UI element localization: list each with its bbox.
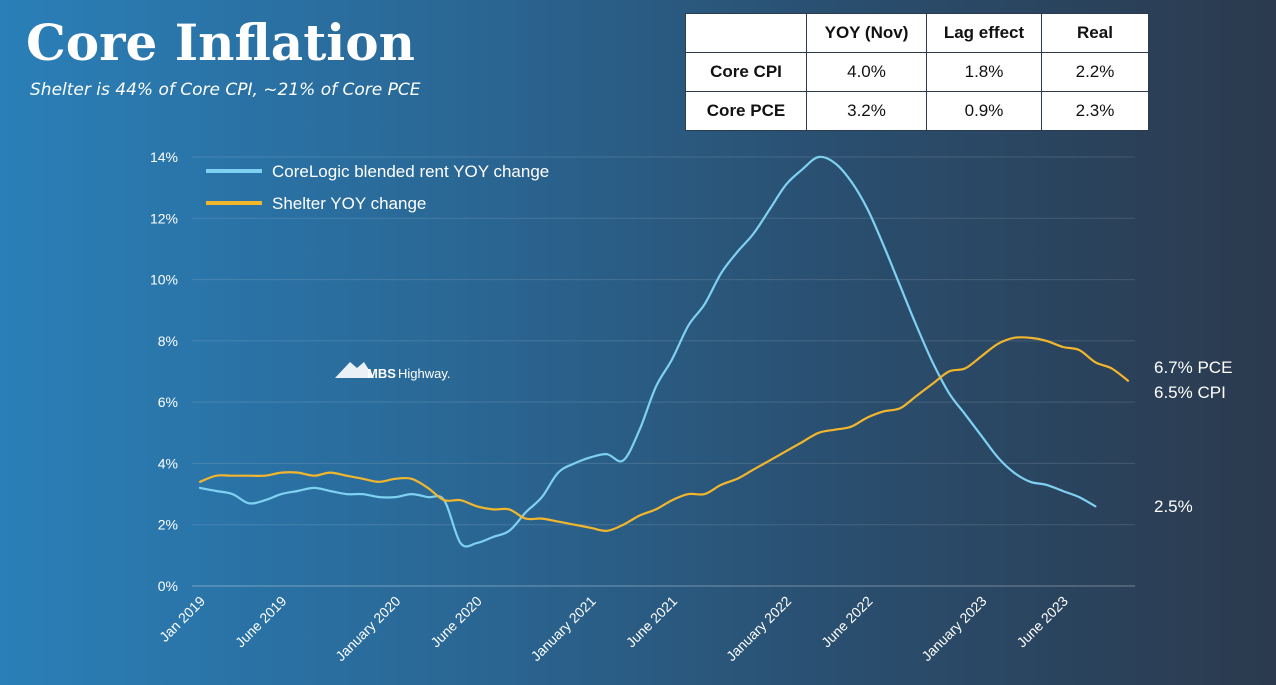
table-row: Core PCE 3.2% 0.9% 2.3% [685,91,1149,131]
table-row: Core CPI 4.0% 1.8% 2.2% [685,52,1149,92]
table-cell: 1.8% [926,52,1042,92]
table-header-row: YOY (Nov) Lag effect Real [685,13,1149,53]
y-tick-label: 2% [158,517,178,533]
end-label-shelter-cpi: 6.5% CPI [1154,383,1226,402]
table-cell: 0.9% [926,91,1042,131]
end-label-rent: 2.5% [1154,497,1193,516]
page-title: Core Inflation [26,13,415,72]
x-tick-label: June 2021 [623,593,681,651]
y-tick-label: 0% [158,578,178,594]
legend-label-rent: CoreLogic blended rent YOY change [272,162,549,181]
y-tick-label: 4% [158,455,178,471]
y-tick-label: 12% [150,210,178,226]
table-cell: 2.3% [1041,91,1149,131]
table-cell: 2.2% [1041,52,1149,92]
table-row-label: Core PCE [685,91,807,131]
logo-name: Highway. [398,366,451,381]
series-line-rent [198,155,1097,548]
x-tick-label: January 2023 [918,593,989,664]
x-axis-ticks: Jan 2019 June 2019 January 2020 June 2020 Ja… [156,593,1071,664]
mbs-highway-logo: MBS Highway. [335,362,451,381]
x-tick-label: June 2022 [818,593,876,651]
x-tick-label: June 2019 [232,593,290,651]
chart-legend: CoreLogic blended rent YOY change Shelte… [206,162,549,213]
series-line-shelter [198,336,1130,532]
chart-grid [192,156,1135,587]
y-tick-label: 8% [158,333,178,349]
y-tick-label: 10% [150,272,178,288]
table-cell: 3.2% [806,91,927,131]
table-header-cell: Lag effect [926,13,1042,53]
x-tick-label: January 2022 [723,593,794,664]
x-tick-label: Jan 2019 [156,593,208,645]
end-label-shelter-pce: 6.7% PCE [1154,358,1232,377]
table-header-cell: Real [1041,13,1149,53]
x-tick-label: January 2021 [528,593,599,664]
chart-series [198,155,1130,548]
inflation-table: YOY (Nov) Lag effect Real Core CPI 4.0% … [685,13,1149,131]
page-subtitle: Shelter is 44% of Core CPI, ~21% of Core… [30,80,421,100]
x-tick-label: January 2020 [332,593,403,664]
y-axis-ticks: 0% 2% 4% 6% 8% 10% 12% 14% [150,149,178,594]
legend-label-shelter: Shelter YOY change [272,194,426,213]
table-cell: 4.0% [806,52,927,92]
mountain-icon [335,362,374,378]
y-tick-label: 14% [150,149,178,165]
y-tick-label: 6% [158,394,178,410]
logo-brand: MBS [367,366,396,381]
x-tick-label: June 2023 [1013,593,1071,651]
x-tick-label: June 2020 [427,593,485,651]
